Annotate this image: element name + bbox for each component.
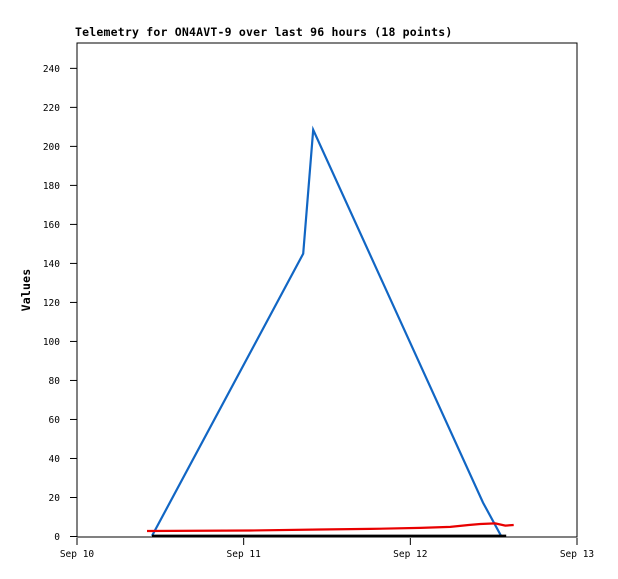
y-tick-label: 100 xyxy=(43,337,60,348)
y-tick-label: 220 xyxy=(43,103,60,114)
x-axis-ticks: Sep 10 Sep 11 Sep 12 Sep 13 xyxy=(60,538,594,560)
y-tick-label: 20 xyxy=(49,493,61,504)
telemetry-channel-red-line xyxy=(146,522,514,533)
x-tick-label: Sep 13 xyxy=(560,549,594,560)
y-tick-label: 180 xyxy=(43,181,60,192)
y-axis-label: Values xyxy=(19,269,33,312)
y-tick-label: 0 xyxy=(54,532,60,543)
y-tick-label: 160 xyxy=(43,220,60,231)
y-tick-label: 240 xyxy=(43,64,60,75)
y-tick-label: 120 xyxy=(43,298,60,309)
telemetry-channel-blue-line xyxy=(151,125,503,537)
y-axis-ticks: 0 20 40 60 80 100 120 140 160 180 200 220 240 xyxy=(43,64,77,543)
y-tick-label: 60 xyxy=(49,415,61,426)
y-tick-label: 40 xyxy=(49,454,61,465)
y-tick-label: 140 xyxy=(43,259,60,270)
plot-border xyxy=(76,42,578,538)
x-tick-label: Sep 11 xyxy=(227,549,262,560)
y-tick-label: 80 xyxy=(49,376,61,387)
x-tick-label: Sep 12 xyxy=(393,549,427,560)
y-tick-label: 200 xyxy=(43,142,60,153)
series-lines xyxy=(146,125,514,538)
chart-title: Telemetry for ON4AVT-9 over last 96 hour… xyxy=(75,25,453,39)
x-tick-label: Sep 10 xyxy=(60,549,95,560)
